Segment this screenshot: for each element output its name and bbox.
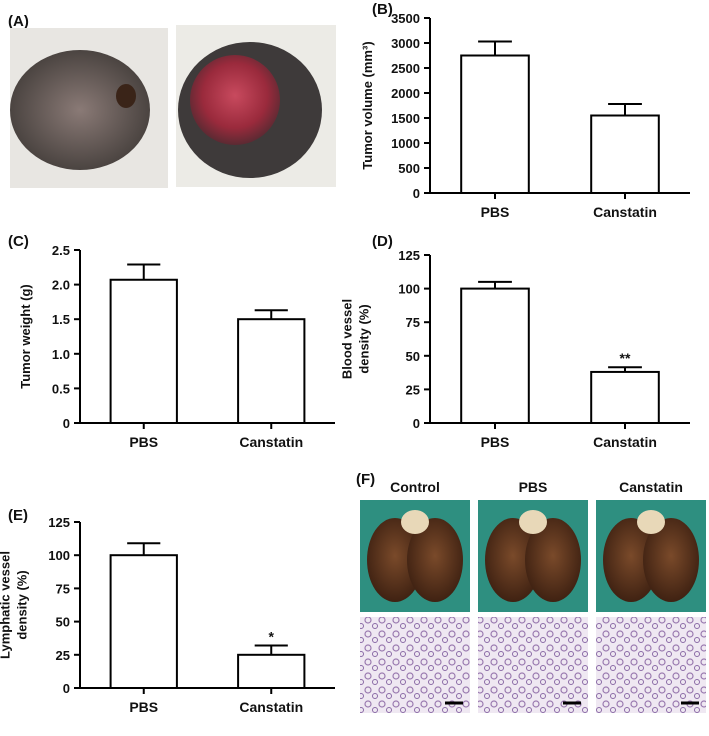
y-axis-label: Tumor volume (mm³) bbox=[360, 41, 375, 169]
x-tick-label: PBS bbox=[481, 434, 510, 450]
y-tick-label: 0 bbox=[63, 681, 70, 696]
photo bbox=[596, 617, 706, 713]
panel-label: (C) bbox=[8, 233, 29, 250]
photo bbox=[485, 518, 541, 602]
bar bbox=[590, 114, 660, 194]
y-tick-label: 3500 bbox=[391, 11, 420, 26]
photo bbox=[360, 617, 470, 713]
photo bbox=[367, 518, 423, 602]
y-tick-label: 75 bbox=[406, 315, 420, 330]
y-tick-label: 25 bbox=[406, 382, 420, 397]
photo bbox=[525, 518, 581, 602]
bar bbox=[590, 370, 660, 425]
y-tick-label: 25 bbox=[56, 648, 70, 663]
panel-label: (F) bbox=[356, 471, 375, 488]
x-tick-label: PBS bbox=[129, 699, 158, 715]
bar bbox=[237, 318, 306, 425]
bar bbox=[460, 54, 530, 194]
y-axis-label: Blood vessel bbox=[340, 299, 355, 379]
y-tick-label: 50 bbox=[406, 349, 420, 364]
panel-label: (B) bbox=[372, 1, 393, 18]
bar bbox=[109, 278, 178, 425]
y-tick-label: 2.5 bbox=[52, 243, 70, 258]
photo bbox=[637, 510, 665, 534]
column-label: PBS bbox=[519, 479, 548, 495]
y-tick-label: 1000 bbox=[391, 136, 420, 151]
significance: * bbox=[269, 629, 275, 645]
y-tick-label: 2000 bbox=[391, 86, 420, 101]
photo-a bbox=[10, 25, 336, 188]
y-tick-label: 500 bbox=[398, 161, 420, 176]
photo-f bbox=[360, 500, 706, 713]
y-tick-label: 125 bbox=[48, 515, 70, 530]
significance: ** bbox=[620, 350, 631, 366]
y-tick-label: 1.0 bbox=[52, 347, 70, 362]
y-tick-label: 1500 bbox=[391, 111, 420, 126]
y-tick-label: 50 bbox=[56, 615, 70, 630]
y-tick-label: 100 bbox=[48, 548, 70, 563]
y-tick-label: 3000 bbox=[391, 36, 420, 51]
photo bbox=[407, 518, 463, 602]
photo bbox=[519, 510, 547, 534]
panel-label: (D) bbox=[372, 233, 393, 250]
y-tick-label: 0 bbox=[63, 416, 70, 431]
y-tick-label: 100 bbox=[398, 282, 420, 297]
column-label: Canstatin bbox=[619, 479, 683, 495]
y-tick-label: 2500 bbox=[391, 61, 420, 76]
y-tick-label: 0.5 bbox=[52, 381, 70, 396]
y-tick-label: 125 bbox=[398, 248, 420, 263]
bar bbox=[460, 287, 530, 424]
y-tick-label: 2.0 bbox=[52, 278, 70, 293]
y-axis-label: Lymphatic vessel bbox=[0, 551, 13, 659]
photo bbox=[401, 510, 429, 534]
photo bbox=[643, 518, 699, 602]
x-tick-label: PBS bbox=[129, 434, 158, 450]
photo bbox=[603, 518, 659, 602]
panel-label: (E) bbox=[8, 507, 28, 524]
y-tick-label: 1.5 bbox=[52, 312, 70, 327]
x-tick-label: Canstatin bbox=[239, 699, 303, 715]
y-axis-label: density (%) bbox=[15, 570, 30, 639]
bar bbox=[237, 653, 306, 689]
bar bbox=[109, 554, 178, 690]
panel-label: (A) bbox=[8, 13, 29, 30]
x-tick-label: Canstatin bbox=[239, 434, 303, 450]
photo bbox=[478, 617, 588, 713]
column-label: Control bbox=[390, 479, 440, 495]
y-tick-label: 0 bbox=[413, 186, 420, 201]
x-tick-label: PBS bbox=[481, 204, 510, 220]
y-axis-label: Tumor weight (g) bbox=[18, 284, 33, 388]
x-tick-label: Canstatin bbox=[593, 204, 657, 220]
y-axis-label: density (%) bbox=[357, 304, 372, 373]
y-tick-label: 75 bbox=[56, 581, 70, 596]
x-tick-label: Canstatin bbox=[593, 434, 657, 450]
y-tick-label: 0 bbox=[413, 416, 420, 431]
